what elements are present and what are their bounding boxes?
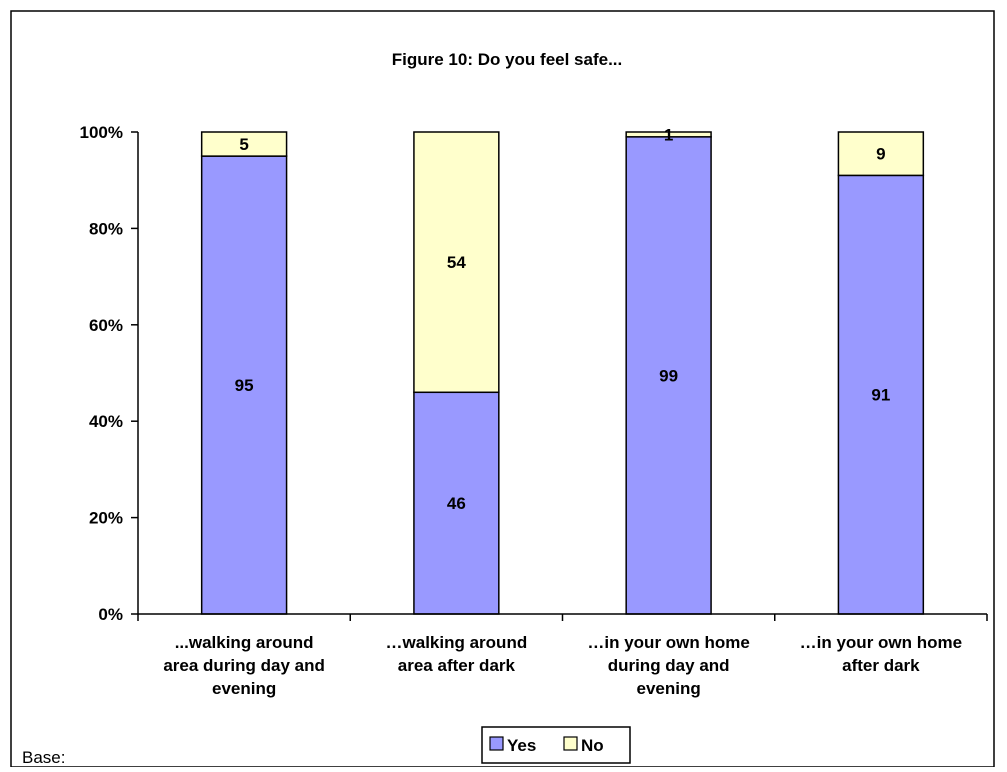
x-tick-label: …in your own home after dark	[800, 633, 962, 675]
x-tick-label-line: evening	[212, 679, 276, 698]
bar-no	[413, 131, 500, 394]
x-tick-label-line: …in your own home	[800, 633, 962, 652]
chart-border	[10, 10, 995, 768]
base-footnote: Base:	[22, 748, 65, 767]
x-tick-label-line: area during day and	[163, 656, 325, 675]
chart-title: Figure 10: Do you feel safe...	[392, 50, 623, 69]
y-tick-label: 60%	[89, 316, 123, 335]
bar-no	[625, 131, 712, 138]
x-tick-label-line: during day and	[608, 656, 730, 675]
plot-area: 95 5 46 54 99 1 91 9 0% 20% 40% 60% 80% 100% ...walkin…	[80, 123, 988, 764]
bar-yes	[200, 155, 288, 615]
data-label: 9	[876, 145, 885, 164]
x-tick-label-line: ...walking around	[175, 633, 314, 652]
data-label: 5	[239, 135, 248, 154]
bar-no	[837, 131, 925, 177]
y-tick-label: 80%	[89, 219, 123, 238]
y-tick-label: 100%	[80, 123, 123, 142]
x-tick-label-line: area after dark	[398, 656, 516, 675]
data-label: 91	[871, 386, 890, 405]
y-tick-label: 20%	[89, 509, 123, 528]
x-tick-label: …walking around area after dark	[386, 633, 528, 675]
legend-label-yes: Yes	[507, 736, 536, 755]
x-tick-label: ...walking around area during day and even…	[163, 633, 325, 698]
data-label: 95	[235, 376, 254, 395]
legend-label-no: No	[581, 736, 604, 755]
bar-yes	[625, 136, 712, 615]
y-tick-label: 0%	[98, 605, 123, 624]
x-tick-label: …in your own home during day and evening	[587, 633, 749, 698]
x-tick-label-line: …walking around	[386, 633, 528, 652]
data-label: 1	[664, 125, 673, 144]
bar-no	[200, 131, 288, 157]
x-tick-label-line: after dark	[842, 656, 920, 675]
data-label: 54	[447, 253, 466, 272]
data-label: 46	[447, 494, 466, 513]
legend-swatch-no	[563, 736, 578, 751]
legend-swatch-yes	[489, 736, 504, 751]
bar-yes	[413, 391, 500, 615]
x-tick-label-line: evening	[637, 679, 701, 698]
y-tick-label: 40%	[89, 412, 123, 431]
data-label: 99	[659, 366, 678, 385]
x-tick-label-line: …in your own home	[587, 633, 749, 652]
legend-box	[481, 726, 631, 764]
